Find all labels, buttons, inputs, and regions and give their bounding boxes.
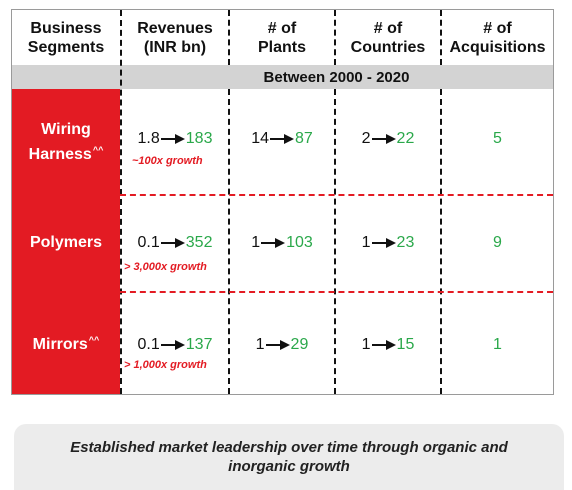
column-divider: [334, 89, 336, 394]
header-segments: Business Segments: [27, 19, 105, 56]
row-divider: [120, 194, 553, 196]
acquisitions-cell: 1: [493, 336, 502, 353]
footnote-marker: ^^: [88, 335, 100, 345]
column-divider: [228, 10, 230, 65]
arrow-right-icon: [371, 134, 396, 144]
arrow-right-icon: [371, 340, 396, 350]
period-band: Between 2000 - 2020: [12, 65, 553, 89]
segment-wiring-harness: Wiring Harness^^: [28, 120, 104, 163]
arrow-right-icon: [265, 340, 290, 350]
segment-polymers: Polymers: [29, 234, 103, 251]
column-divider: [120, 10, 122, 394]
header-revenues: Revenues (INR bn): [137, 19, 213, 56]
acquisitions-cell: 9: [493, 234, 502, 251]
summary-box: Established market leadership over time …: [14, 424, 564, 490]
plants-cell: 14 87: [251, 130, 313, 147]
arrow-right-icon: [160, 340, 185, 350]
growth-note: > 3,000x growth: [124, 261, 207, 273]
segments-table: Business Segments Revenues (INR bn) # of Pl…: [11, 9, 554, 395]
header-countries: # of Countries: [350, 19, 426, 56]
column-divider: [440, 89, 442, 394]
arrow-right-icon: [261, 238, 286, 248]
plants-cell: 1 29: [255, 336, 309, 353]
revenue-cell: 0.1 137: [137, 336, 213, 353]
summary-text: Established market leadership over time …: [70, 439, 508, 475]
period-label: Between 2000 - 2020: [263, 68, 410, 86]
plants-cell: 1 103: [251, 234, 313, 251]
row-divider: [120, 291, 553, 293]
arrow-right-icon: [371, 238, 396, 248]
growth-note: > 1,000x growth: [124, 359, 207, 371]
footnote-marker: ^^: [92, 144, 104, 155]
header-acquisitions: # of Acquisitions: [449, 19, 546, 56]
column-divider: [228, 89, 230, 394]
growth-note: ~100x growth: [132, 155, 203, 167]
segment-column: [12, 89, 120, 394]
arrow-right-icon: [270, 134, 294, 144]
acquisitions-cell: 5: [493, 130, 502, 147]
arrow-right-icon: [160, 238, 185, 248]
countries-cell: 1 15: [361, 336, 415, 353]
arrow-right-icon: [160, 134, 185, 144]
countries-cell: 1 23: [361, 234, 415, 251]
header-plants: # of Plants: [257, 19, 306, 56]
countries-cell: 2 22: [361, 130, 415, 147]
column-divider: [334, 10, 336, 65]
revenue-cell: 0.1 352: [137, 234, 213, 251]
segment-mirrors: Mirrors^^: [32, 335, 100, 353]
column-divider: [440, 10, 442, 65]
revenue-cell: 1.8 183: [137, 130, 213, 147]
